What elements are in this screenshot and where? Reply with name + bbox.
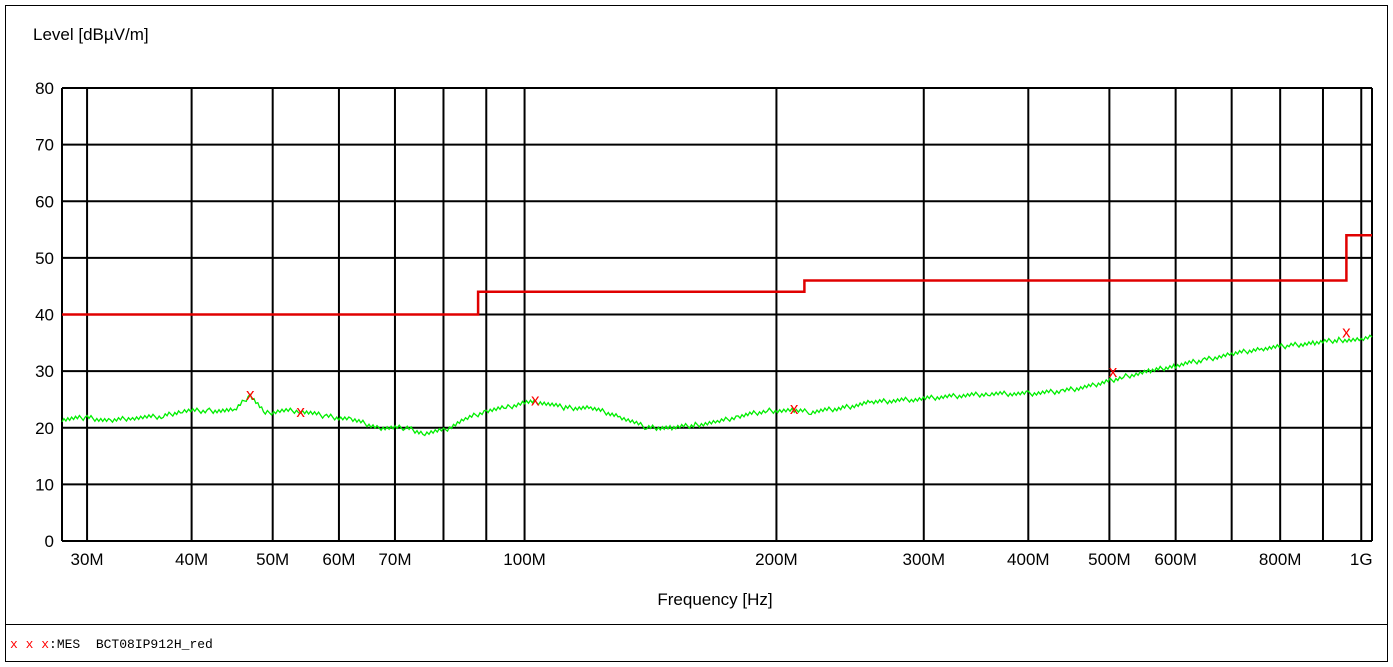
y-tick-label-0: 0 — [45, 532, 54, 551]
y-tick-label-30: 30 — [35, 362, 54, 381]
x-axis-title: Frequency [Hz] — [657, 590, 772, 609]
measurement-marker-6: x — [1342, 322, 1351, 341]
x-tick-label-60M: 60M — [322, 550, 355, 569]
y-tick-label-50: 50 — [35, 249, 54, 268]
legend-label: :MES BCT08IP912H_red — [49, 637, 213, 652]
measurement-markers: x x x x x x — [246, 322, 1351, 420]
y-tick-label-60: 60 — [35, 192, 54, 211]
measurement-marker-4: x — [790, 399, 799, 418]
x-tick-label-400M: 400M — [1007, 550, 1050, 569]
legend-marker: x x x — [10, 637, 50, 652]
x-tick-label-200M: 200M — [755, 550, 798, 569]
y-tick-label-20: 20 — [35, 419, 54, 438]
axis-tick-labels: 0 10 20 30 40 50 60 70 80 30M 40M 50M 60M 70M 100M 200M… — [35, 79, 1373, 569]
y-tick-label-10: 10 — [35, 475, 54, 494]
x-tick-label-300M: 300M — [903, 550, 946, 569]
measurement-marker-3: x — [531, 390, 540, 409]
y-tick-label-40: 40 — [35, 306, 54, 325]
x-tick-label-800M: 800M — [1259, 550, 1302, 569]
measurement-marker-5: x — [1109, 362, 1118, 381]
measured-trace-line — [61, 334, 1373, 437]
x-tick-label-1G: 1G — [1350, 550, 1373, 569]
y-tick-label-80: 80 — [35, 79, 54, 98]
y-axis-title: Level [dBµV/m] — [33, 25, 149, 44]
x-tick-label-50M: 50M — [256, 550, 289, 569]
limit-line — [62, 233, 1372, 316]
x-tick-label-70M: 70M — [378, 550, 411, 569]
x-tick-label-500M: 500M — [1088, 550, 1131, 569]
x-tick-label-100M: 100M — [503, 550, 546, 569]
x-tick-label-30M: 30M — [71, 550, 104, 569]
legend-divider — [5, 624, 1388, 625]
y-tick-label-70: 70 — [35, 136, 54, 155]
series — [61, 233, 1373, 437]
legend: x x x:MES BCT08IP912H_red — [10, 637, 213, 652]
measurement-marker-1: x — [246, 385, 255, 404]
measurement-marker-2: x — [296, 402, 305, 421]
x-tick-label-600M: 600M — [1154, 550, 1197, 569]
chart-frame — [5, 5, 1388, 662]
x-tick-label-40M: 40M — [175, 550, 208, 569]
